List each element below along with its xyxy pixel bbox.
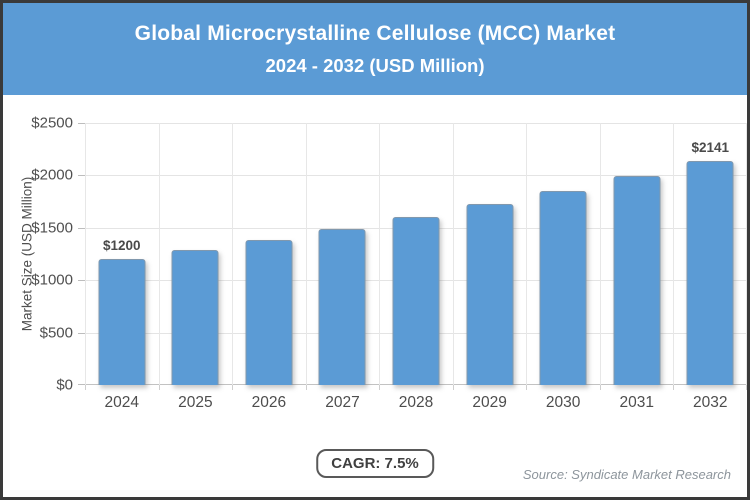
x-axis-label: 2032 xyxy=(693,394,728,411)
bar-band xyxy=(600,123,674,385)
gridline-vertical xyxy=(379,123,381,385)
gridline-vertical xyxy=(746,123,747,385)
x-axis-label: 2025 xyxy=(178,394,213,411)
x-axis-label: 2027 xyxy=(325,394,360,411)
bar-2027 xyxy=(318,228,366,385)
x-axis-tick-mark xyxy=(379,385,381,390)
x-axis-label: 2026 xyxy=(251,394,287,411)
bar-2024 xyxy=(98,259,146,385)
bar-2026 xyxy=(245,239,293,385)
gridline-vertical xyxy=(599,123,601,385)
y-axis-tick-labels: $2500 $2000 $1500 $1000 $500 $0 xyxy=(3,115,87,394)
y-axis-tick-mark xyxy=(78,175,87,177)
y-axis-tick-mark xyxy=(78,123,87,124)
x-axis-labels: 2024 2025 2026 2027 2028 2029 2030 2031 2032 xyxy=(85,394,747,412)
gridline-vertical xyxy=(85,123,86,385)
chart-title-line2: 2024 - 2032 (USD Million) xyxy=(265,54,485,76)
chart-header: Global Microcrystalline Cellulose (MCC) … xyxy=(3,3,747,95)
y-axis-tick-mark xyxy=(78,280,87,282)
y-axis-tick-label: $1000 xyxy=(31,271,73,289)
chart-title-line1: Global Microcrystalline Cellulose (MCC) … xyxy=(134,21,616,45)
y-axis-tick-label: $500 xyxy=(39,324,73,342)
x-axis-tick-mark xyxy=(85,385,86,390)
bar-band xyxy=(453,123,527,385)
bar-2030 xyxy=(539,190,587,385)
bar-2032 xyxy=(686,160,734,385)
x-axis-label: 2030 xyxy=(545,394,581,411)
bar-2028 xyxy=(392,217,440,385)
y-axis-tick-label: $0 xyxy=(56,376,73,394)
y-axis-tick-label: $2500 xyxy=(31,114,73,132)
gridline-vertical xyxy=(526,123,528,385)
bar-value-label: $2141 xyxy=(691,139,730,155)
bar-value-label: $1200 xyxy=(103,238,141,254)
gridline-vertical xyxy=(232,123,234,385)
bar-band xyxy=(526,123,600,385)
y-axis-tick-mark xyxy=(78,332,87,334)
bar-band: $2141 xyxy=(674,123,748,385)
x-axis-label: 2029 xyxy=(472,394,507,411)
bar-2031 xyxy=(613,176,661,385)
gridline-horizontal xyxy=(85,123,747,124)
cagr-badge: CAGR: 7.5% xyxy=(316,449,434,478)
gridline-horizontal xyxy=(85,175,747,177)
bar-band xyxy=(379,123,453,385)
x-axis-label: 2024 xyxy=(104,394,140,411)
gridline-vertical xyxy=(452,123,454,385)
plot-area: $1200 $2141 xyxy=(85,123,747,390)
x-axis-tick-mark xyxy=(599,385,601,390)
x-axis-tick-mark xyxy=(526,385,528,390)
x-axis-label: 2031 xyxy=(619,394,654,411)
x-axis-tick-mark xyxy=(673,385,675,390)
gridline-vertical xyxy=(305,123,307,385)
bars-layer: $1200 $2141 xyxy=(85,123,747,385)
y-axis-tick-mark xyxy=(78,384,87,385)
x-axis-tick-mark xyxy=(452,385,454,390)
x-axis-label: 2028 xyxy=(398,394,434,411)
x-axis-tick-mark xyxy=(746,385,747,390)
bar-band xyxy=(306,123,380,385)
bar-2029 xyxy=(466,204,514,385)
gridline-vertical xyxy=(158,123,160,385)
chart-region: Market Size (USD Million) $2500 $2000 $150… xyxy=(3,95,747,497)
bar-2025 xyxy=(171,249,219,385)
bar-band xyxy=(159,123,233,385)
bar-band xyxy=(232,123,306,385)
source-credit: Source: Syndicate Market Research xyxy=(522,467,731,482)
x-axis-tick-mark xyxy=(232,385,234,390)
x-axis-tick-mark xyxy=(305,385,307,390)
y-axis-tick-label: $1500 xyxy=(31,219,73,237)
bar-band: $1200 xyxy=(85,123,159,385)
y-axis-tick-label: $2000 xyxy=(31,166,73,184)
y-axis-tick-mark xyxy=(78,227,87,229)
x-axis-tick-mark xyxy=(158,385,160,390)
gridline-vertical xyxy=(673,123,675,385)
